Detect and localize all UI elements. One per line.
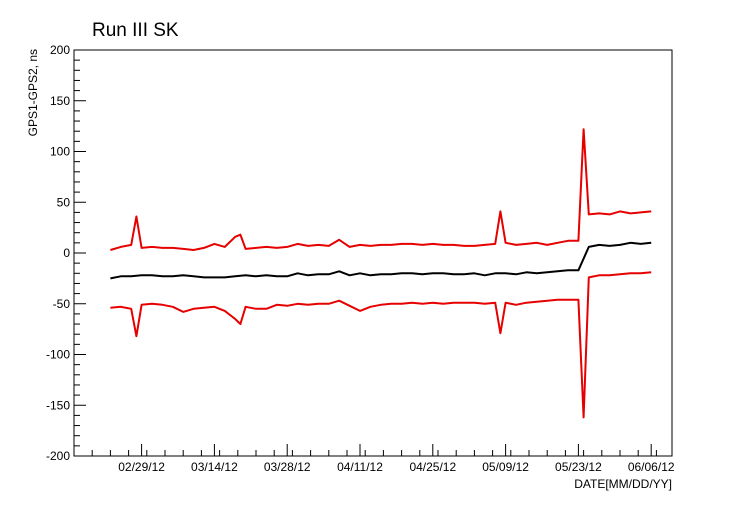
x-tick-label: 04/25/12 xyxy=(409,460,456,474)
x-tick-label: 05/23/12 xyxy=(555,460,602,474)
y-tick-label: 200 xyxy=(50,43,70,57)
series-line-2 xyxy=(110,128,652,251)
series-lines xyxy=(110,128,652,419)
x-tick-label: 04/11/12 xyxy=(337,460,383,474)
y-tick-label: -50 xyxy=(53,297,71,311)
x-tick-label: 06/06/12 xyxy=(628,460,675,474)
series-line-1 xyxy=(110,241,652,280)
y-tick-label: -150 xyxy=(46,398,70,412)
y-tick-label: -200 xyxy=(46,449,70,463)
tick-labels: -200 -150 -100 -50 0 50 100 150 200 02/29/12 03/14… xyxy=(46,43,675,474)
x-tick-label: 03/14/12 xyxy=(191,460,238,474)
y-axis-title: GPS1-GPS2, ns xyxy=(26,49,40,136)
y-tick-label: 0 xyxy=(63,246,70,260)
tick-marks xyxy=(73,49,657,457)
x-tick-label: 05/09/12 xyxy=(482,460,529,474)
series-line-3 xyxy=(110,271,652,419)
x-tick-label: 02/29/12 xyxy=(118,460,165,474)
x-axis-title: DATE[MM/DD/YY] xyxy=(574,477,672,491)
x-tick-label: 03/28/12 xyxy=(264,460,311,474)
y-tick-label: -100 xyxy=(46,348,70,362)
y-tick-label: 50 xyxy=(57,195,71,209)
y-tick-label: 150 xyxy=(50,94,70,108)
chart-title: Run III SK xyxy=(92,20,179,41)
y-tick-label: 100 xyxy=(50,145,70,159)
